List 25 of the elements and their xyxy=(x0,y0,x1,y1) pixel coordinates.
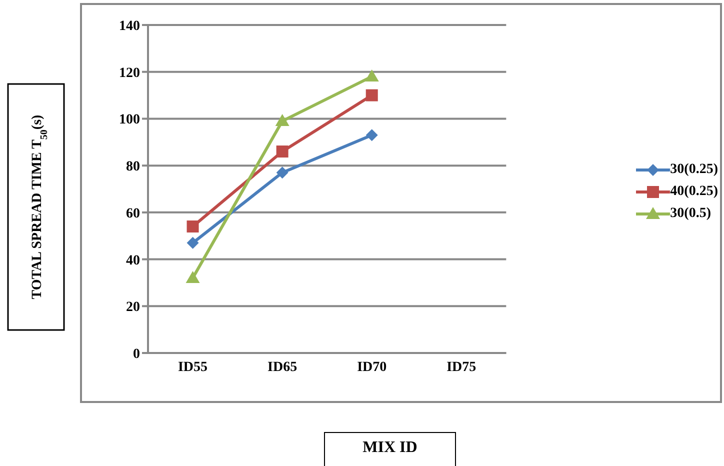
legend-label: 30(0.5) xyxy=(670,206,711,222)
x-tick-label: ID75 xyxy=(446,360,476,375)
y-tick-label: 40 xyxy=(126,253,140,268)
point xyxy=(276,166,288,179)
point xyxy=(276,146,288,158)
x-axis-title: MIX ID xyxy=(324,432,456,466)
y-tick-label: 60 xyxy=(126,206,140,222)
legend-label: 40(0.25) xyxy=(670,184,718,200)
y-tick-label: 140 xyxy=(119,18,140,34)
point xyxy=(186,271,200,284)
x-tick-label: ID65 xyxy=(268,360,298,375)
x-tick-label: ID70 xyxy=(357,360,387,375)
point xyxy=(186,220,199,232)
legend-label: 30(0.25) xyxy=(670,162,718,178)
x-tick-label: ID55 xyxy=(178,360,208,375)
point xyxy=(186,236,199,249)
point xyxy=(366,89,378,102)
y-tick-label: 80 xyxy=(126,160,140,175)
point xyxy=(275,114,290,126)
point xyxy=(366,129,378,142)
y-tick-label: 100 xyxy=(119,112,140,128)
y-tick-label: 0 xyxy=(133,346,140,362)
y-tick-label: 120 xyxy=(119,66,140,81)
y-tick-label: 20 xyxy=(126,300,140,316)
point xyxy=(364,70,379,82)
